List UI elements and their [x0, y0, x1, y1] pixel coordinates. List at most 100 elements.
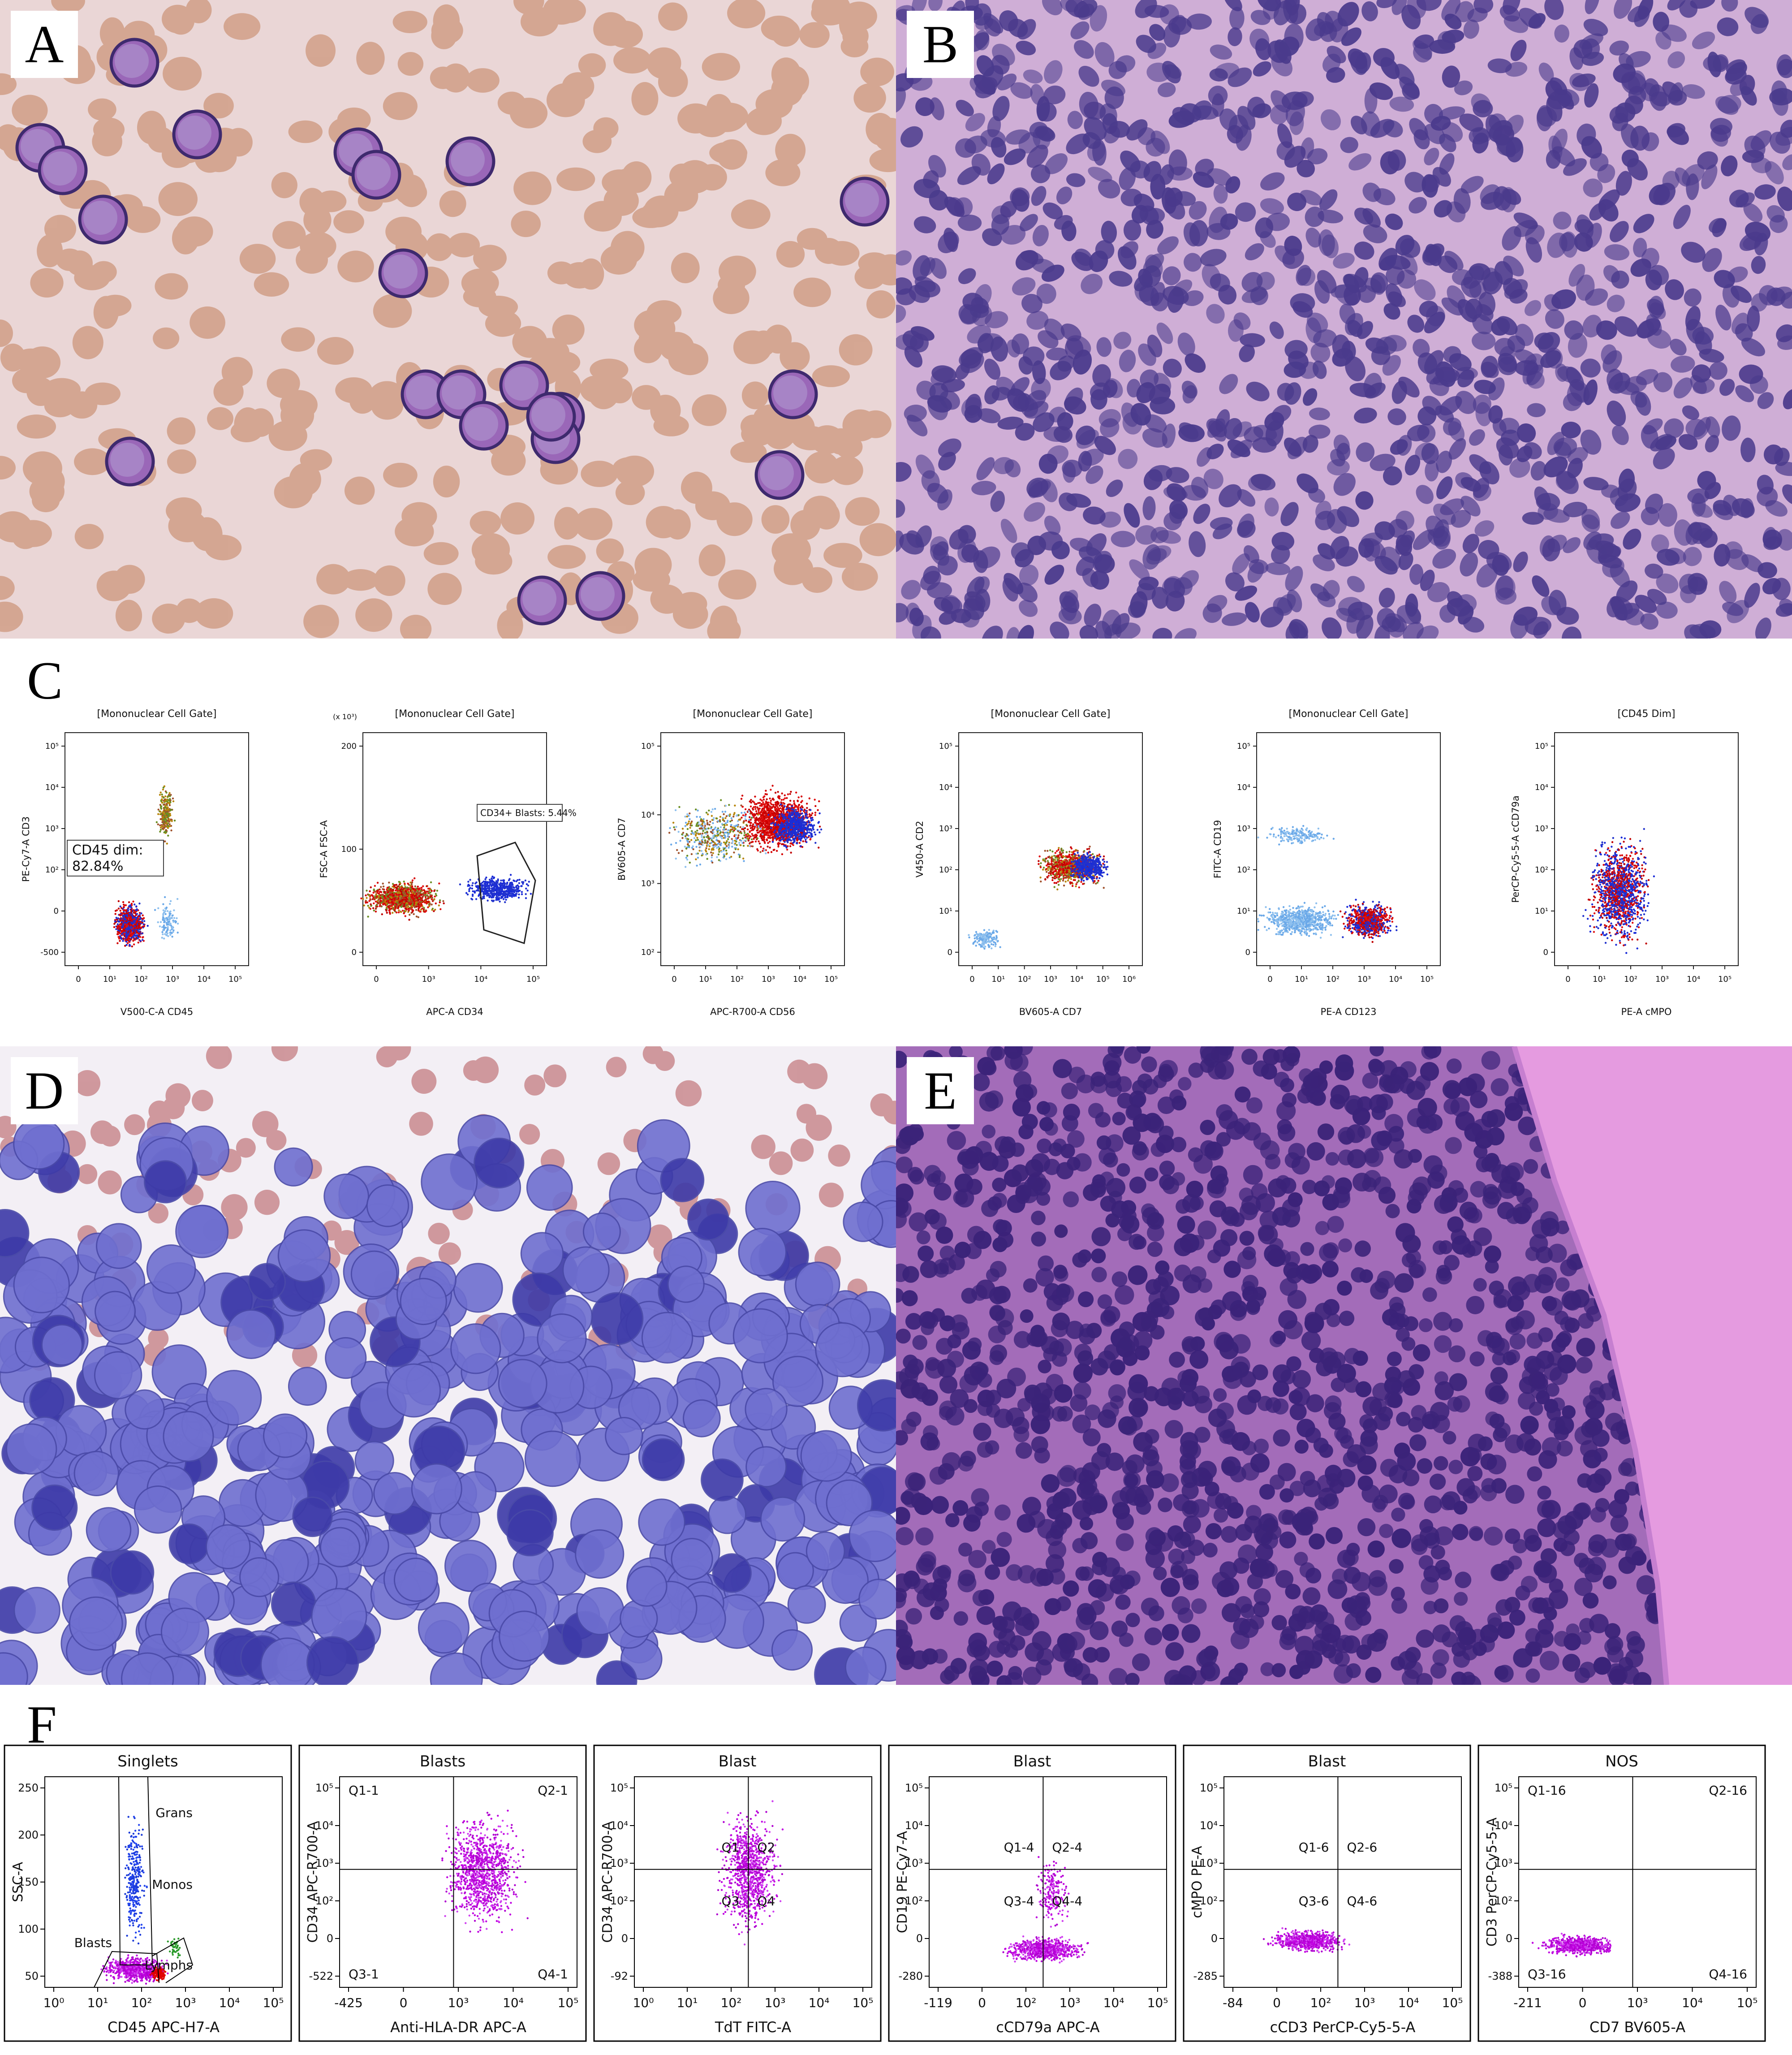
- flow-c-plot-5: [Mononuclear Cell Gate] PE-A CD123 FITC-A …: [1212, 708, 1441, 1017]
- flow-c-x-tick: 10¹: [1295, 975, 1308, 984]
- flow-f-quadrant-label: Q4-4: [1052, 1894, 1082, 1908]
- flow-f-quadrant-label: Q1-1: [349, 1783, 379, 1798]
- flow-c-x-tick: 10²: [730, 975, 744, 984]
- flow-c-events: [360, 874, 532, 921]
- flow-f-y-tick: -522: [309, 1970, 333, 1982]
- flow-c-y-tick: 10¹: [1535, 907, 1548, 916]
- flow-c-gate-label: CD34+ Blasts: 5.44%: [480, 807, 577, 818]
- flow-f-plot-title: NOS: [1605, 1753, 1638, 1770]
- flow-c-y-tick: 0: [948, 948, 952, 957]
- flow-c-x-tick: 10⁶: [1122, 975, 1136, 984]
- flow-f-quadrant-label: Q3: [722, 1894, 740, 1908]
- flow-c-x-tick: 0: [76, 975, 81, 984]
- flow-c-gate-value: 82.84%: [72, 859, 123, 874]
- flow-f-y-tick: 10⁵: [1200, 1782, 1218, 1794]
- flow-f-y-tick: 250: [18, 1782, 39, 1794]
- flow-f-gate-label: Monos: [152, 1877, 193, 1892]
- flow-f-quadrant-label: Q4-1: [538, 1967, 568, 1982]
- flow-c-events: [1257, 825, 1398, 943]
- flow-f-x-tick: 10⁴: [219, 1995, 240, 2010]
- flow-f-y-tick: 10³: [905, 1857, 923, 1869]
- flow-c-events: [1582, 828, 1655, 954]
- flow-f-quadrant-label: Q3-6: [1299, 1894, 1329, 1908]
- flow-f-x-tick: 10⁵: [1442, 1995, 1463, 2010]
- panel-c-flow: [Mononuclear Cell Gate] V500-C-A CD45 PE-C…: [0, 704, 1792, 1026]
- flow-c-plot-frame: [362, 732, 547, 966]
- flow-f-events: [1531, 1933, 1612, 1958]
- flow-f-plot-6: NOS CD7 BV605-A CD3 PerCP-Cy5-5-A -211 0 10³ 1…: [1478, 1744, 1766, 2042]
- flow-c-x-tick: 10⁴: [474, 975, 487, 984]
- panel-f-flow: Singlets CD45 APC-H7-A SSC-A 10⁰ 10¹ 10² 10³ 10…: [0, 1743, 1792, 2048]
- flow-f-x-label: CD45 APC-H7-A: [108, 2019, 220, 2036]
- flow-c-x-tick: 10⁴: [1389, 975, 1402, 984]
- flow-c-y-tick: 0: [54, 907, 59, 916]
- flow-f-quadrant-label: Q2-16: [1709, 1783, 1747, 1798]
- flow-f-y-label: CD3 PerCP-Cy5-5-A: [1484, 1817, 1500, 1947]
- flow-c-plot-title: [Mononuclear Cell Gate]: [693, 708, 813, 720]
- flow-c-x-tick: 10²: [1624, 975, 1637, 984]
- panel-b-micrograph: [896, 0, 1792, 639]
- flow-c-y-tick: 10³: [939, 824, 952, 833]
- flow-f-quadrant-label: Q1-4: [1004, 1840, 1034, 1855]
- flow-c-y-tick: 10⁵: [939, 742, 952, 751]
- flow-f-x-tick: 10⁴: [1682, 1995, 1703, 2010]
- flow-f-events: [716, 1800, 784, 1946]
- panel-d: D: [0, 1046, 896, 1685]
- panel-f-label: F: [27, 1695, 57, 1754]
- flow-f-x-label: cCD3 PerCP-Cy5-5-A: [1270, 2019, 1416, 2036]
- flow-c-x-tick: 10³: [1044, 975, 1057, 984]
- flow-f-events: [1262, 1927, 1351, 1953]
- flow-f-y-label: SSC-A: [10, 1862, 26, 1902]
- flow-f-quadrant-label: Q4-6: [1347, 1894, 1377, 1908]
- flow-c-y-label: PE-Cy7-A CD3: [21, 816, 31, 882]
- flow-c-y-tick: 10²: [939, 865, 952, 875]
- panel-b: B: [896, 0, 1792, 639]
- flow-c-y-tick: 0: [1543, 948, 1548, 957]
- flow-f-x-tick: 0: [978, 1995, 986, 2010]
- flow-f-y-tick: 10⁴: [1200, 1819, 1218, 1832]
- flow-f-x-tick: -211: [1513, 1995, 1542, 2010]
- flow-c-y-tick: 10⁴: [641, 810, 655, 820]
- flow-f-x-label: cCD79a APC-A: [996, 2019, 1099, 2036]
- flow-f-x-tick: 0: [400, 1995, 408, 2010]
- flow-c-x-tick: 0: [1267, 975, 1272, 984]
- flow-c-y-tick: 10²: [1535, 865, 1548, 875]
- flow-c-y-tick: 10⁵: [45, 742, 59, 751]
- flow-f-x-tick: 10³: [1060, 1995, 1081, 2010]
- flow-c-y-tick: 10³: [641, 879, 655, 889]
- flow-f-x-tick: 10⁵: [1737, 1995, 1758, 2010]
- panel-a-label: A: [11, 11, 78, 78]
- flow-f-y-tick: -388: [1488, 1970, 1512, 1982]
- panel-b-label: B: [907, 11, 974, 78]
- flow-f-quadrant-label: Q4-16: [1709, 1967, 1747, 1982]
- flow-f-y-tick: 150: [18, 1876, 39, 1888]
- flow-f-y-tick: 10²: [905, 1895, 923, 1907]
- flow-f-plot-title: Blast: [719, 1753, 757, 1770]
- flow-f-x-tick: 10³: [448, 1995, 469, 2010]
- flow-f-events: [100, 1816, 181, 1985]
- flow-c-y-tick: 10¹: [939, 907, 952, 916]
- flow-f-plot-3: Blast TdT FITC-A CD34 APC-R700-A 10⁰ 10¹ 10² 1…: [593, 1744, 882, 2042]
- flow-c-x-tick: 10¹: [103, 975, 116, 984]
- flow-f-plot-frame: [1223, 1776, 1462, 1988]
- flow-c-x-label: APC-A CD34: [426, 1006, 483, 1017]
- flow-f-plot-4: Blast cCD79a APC-A CD19 PE-Cy7-A -119 0 10² 10…: [888, 1744, 1176, 2042]
- panel-e: E: [896, 1046, 1792, 1685]
- flow-c-x-label: PE-A cMPO: [1621, 1006, 1672, 1017]
- flow-c-y-tick: 10⁴: [1535, 783, 1548, 792]
- flow-f-y-tick: 10⁴: [610, 1819, 628, 1832]
- flow-f-y-tick: 10⁵: [1495, 1782, 1512, 1794]
- flow-c-y-tick: 10⁴: [45, 783, 59, 792]
- flow-f-x-label: TdT FITC-A: [715, 2019, 791, 2036]
- panel-d-micrograph: [0, 1046, 896, 1685]
- flow-c-y-tick: 10⁴: [939, 783, 952, 792]
- flow-f-y-tick: 0: [621, 1932, 628, 1945]
- flow-c-x-tick: 10⁵: [1096, 975, 1110, 984]
- flow-c-x-label: PE-A CD123: [1320, 1006, 1376, 1017]
- flow-f-quadrant-label: Q2-4: [1052, 1840, 1082, 1855]
- flow-c-y-tick: 200: [341, 742, 357, 751]
- flow-f-y-tick: 10⁴: [315, 1819, 333, 1832]
- flow-f-x-tick: -119: [924, 1995, 952, 2010]
- flow-f-quadrant-label: Q2-1: [538, 1783, 568, 1798]
- flow-c-y-tick: 10²: [45, 865, 59, 875]
